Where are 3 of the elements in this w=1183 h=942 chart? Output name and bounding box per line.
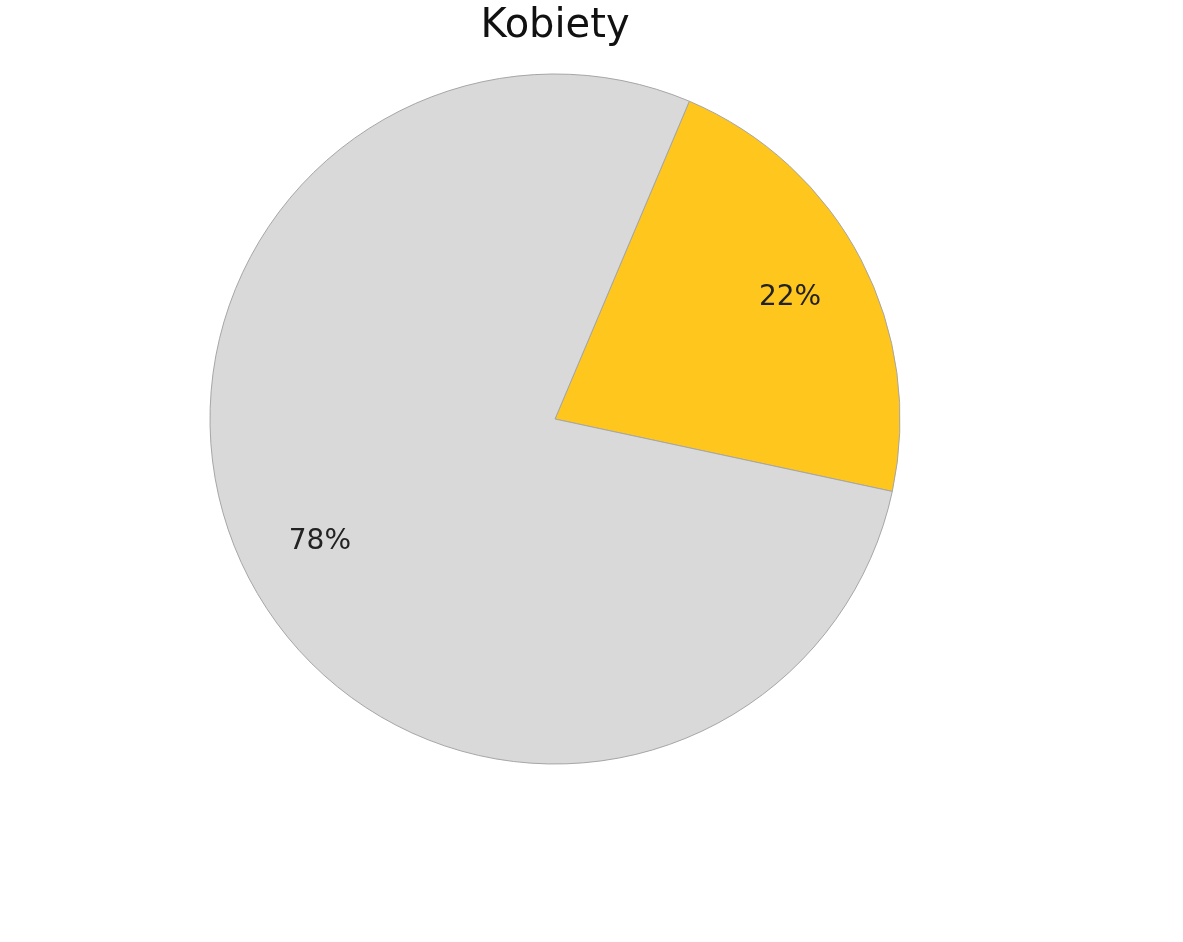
data-label: 78% xyxy=(288,523,352,557)
chart-title: Kobiety xyxy=(480,0,630,46)
data-label: 22% xyxy=(758,278,822,312)
